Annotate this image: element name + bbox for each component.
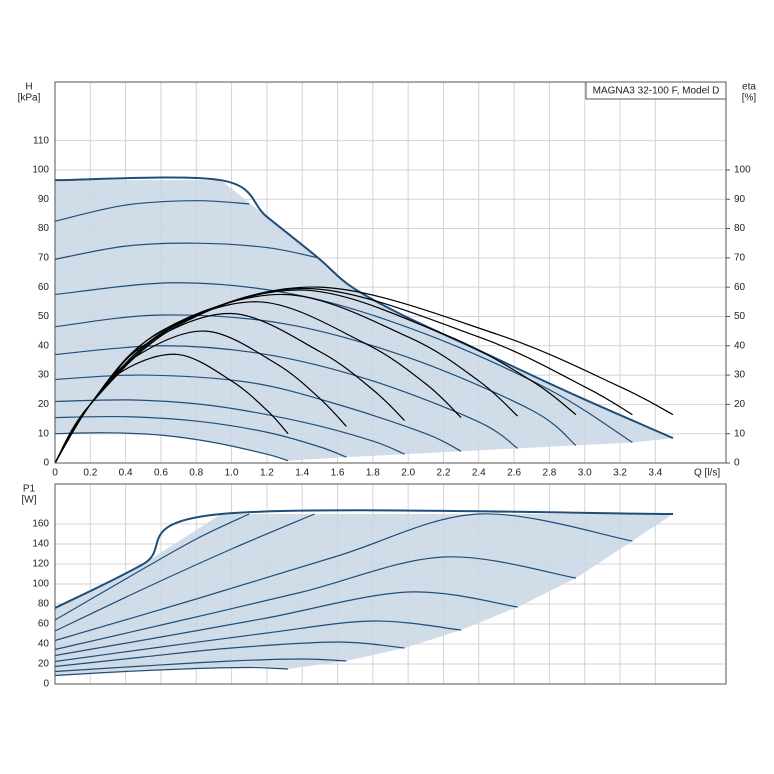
y-tick-label: 30 xyxy=(38,370,50,381)
x-tick-label: 3.4 xyxy=(648,468,662,479)
y2-axis-label: eta xyxy=(742,82,756,93)
x-tick-label: 2.4 xyxy=(472,468,486,479)
x-tick-label: 1.2 xyxy=(260,468,274,479)
y-tick-label: 100 xyxy=(32,165,49,176)
x-tick-label: 1.4 xyxy=(295,468,309,479)
efficiency-curve xyxy=(54,286,674,464)
pump-curve xyxy=(54,399,405,455)
y-axis-label: [kPa] xyxy=(18,93,41,104)
x-tick-label: 0.2 xyxy=(83,468,97,479)
y-tick-label: 100 xyxy=(32,579,49,590)
chart-title: MAGNA3 32-100 F, Model D xyxy=(593,86,720,97)
y-tick-label: 40 xyxy=(38,340,50,351)
pump-curve xyxy=(54,282,633,443)
x-tick-label: 2.6 xyxy=(507,468,521,479)
x-tick-label: 1.6 xyxy=(331,468,345,479)
title-box xyxy=(585,81,727,100)
x-tick-label: 3.2 xyxy=(613,468,627,479)
y-tick-label: 140 xyxy=(32,539,49,550)
y-tick-label: 60 xyxy=(38,619,50,630)
x-axis-label: Q [l/s] xyxy=(694,468,720,479)
pump-curve xyxy=(54,513,315,632)
pump-curve xyxy=(54,658,347,673)
x-tick-label: 0 xyxy=(52,468,58,479)
x-tick-label: 2.0 xyxy=(401,468,415,479)
plot-frame xyxy=(54,81,727,464)
y2-tick-label: 10 xyxy=(734,428,746,439)
pump-curve xyxy=(54,641,405,668)
y-axis-label: H xyxy=(25,82,32,93)
x-tick-label: 0.6 xyxy=(154,468,168,479)
y2-tick-label: 20 xyxy=(734,399,746,410)
x-tick-label: 2.8 xyxy=(542,468,556,479)
y-tick-label: 20 xyxy=(38,399,50,410)
pump-curve xyxy=(54,415,347,458)
y2-axis-label: [%] xyxy=(742,93,757,104)
y2-tick-label: 50 xyxy=(734,311,746,322)
y-tick-label: 20 xyxy=(38,659,50,670)
y2-tick-label: 60 xyxy=(734,282,746,293)
y-tick-label: 120 xyxy=(32,559,49,570)
y-axis-label: P1 xyxy=(23,484,36,495)
y-tick-label: 160 xyxy=(32,519,49,530)
pump-curve xyxy=(54,513,633,642)
y2-tick-label: 0 xyxy=(734,458,740,469)
y2-tick-label: 30 xyxy=(734,370,746,381)
pump-curve xyxy=(54,620,462,663)
y-tick-label: 10 xyxy=(38,428,50,439)
x-tick-label: 0.4 xyxy=(119,468,133,479)
pump-curve xyxy=(54,200,250,222)
y-axis-label: [W] xyxy=(22,495,37,506)
pump-curve xyxy=(54,374,462,452)
y-tick-label: 110 xyxy=(33,135,49,146)
pump-curve xyxy=(54,513,250,621)
y2-tick-label: 90 xyxy=(734,194,746,205)
plot-frame xyxy=(54,483,727,685)
y-tick-label: 80 xyxy=(38,599,50,610)
pump-curve xyxy=(54,509,674,609)
pump-curve xyxy=(54,556,577,651)
pump-curve xyxy=(54,591,518,657)
y-tick-label: 70 xyxy=(38,252,50,263)
y2-tick-label: 70 xyxy=(734,252,746,263)
y-tick-label: 0 xyxy=(43,458,49,469)
y2-tick-label: 80 xyxy=(734,223,746,234)
y-tick-label: 40 xyxy=(38,639,50,650)
operating-area xyxy=(55,180,674,461)
operating-area xyxy=(55,514,674,676)
pump-curve xyxy=(54,176,674,440)
pump-curve xyxy=(54,242,319,260)
y-tick-label: 80 xyxy=(38,223,50,234)
y-tick-label: 90 xyxy=(38,194,50,205)
y2-tick-label: 40 xyxy=(734,340,746,351)
pump-curve xyxy=(54,666,289,677)
y-tick-label: 0 xyxy=(43,679,49,690)
x-tick-label: 2.2 xyxy=(437,468,451,479)
x-tick-label: 0.8 xyxy=(189,468,203,479)
pump-curve xyxy=(54,314,577,446)
y-tick-label: 60 xyxy=(38,282,50,293)
y-tick-label: 50 xyxy=(38,311,50,322)
x-tick-label: 1.0 xyxy=(225,468,239,479)
y2-tick-label: 100 xyxy=(734,165,751,176)
x-tick-label: 3.0 xyxy=(578,468,592,479)
pump-curve xyxy=(54,432,289,462)
x-tick-label: 1.8 xyxy=(366,468,380,479)
